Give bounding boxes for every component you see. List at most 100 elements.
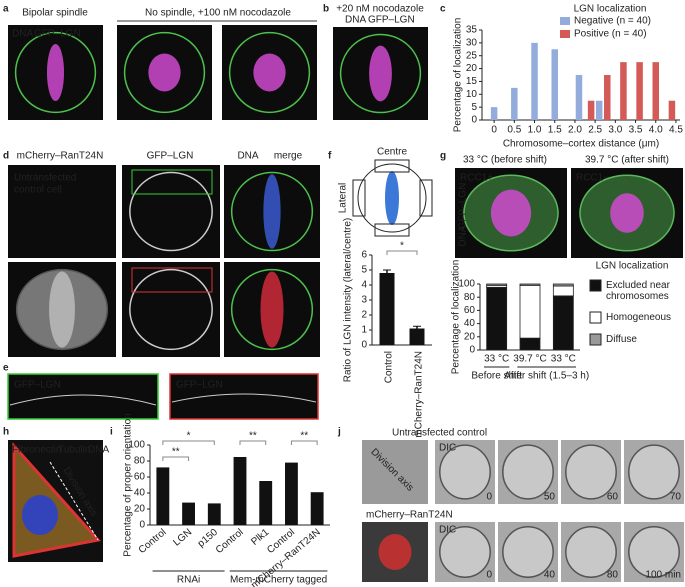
- image-label: GFP–LGN: [176, 380, 223, 391]
- y-axis-label: Percentage of proper orientation: [123, 413, 134, 556]
- bar-segment: [486, 283, 508, 286]
- micrograph: [122, 262, 220, 357]
- micrograph: [7, 373, 159, 420]
- cell-outline: [565, 444, 617, 500]
- bar: [652, 62, 660, 120]
- x-tick-label: 0: [491, 125, 497, 136]
- group-label: After shift (1.5–3 h): [504, 371, 589, 382]
- bar-segment: [519, 283, 541, 286]
- y-tick-label: 35: [466, 25, 478, 36]
- bar: [575, 75, 583, 120]
- y-tick-label: 100: [128, 440, 145, 451]
- x-axis-label: Chromosome–cortex distance (μm): [503, 139, 659, 150]
- y-tick-label: 60: [464, 305, 476, 316]
- sig-label: **: [300, 431, 308, 442]
- legend-title: LGN localization: [596, 261, 669, 272]
- x-tick-label: Control: [384, 351, 395, 383]
- image-label: DIC: [439, 443, 456, 454]
- roi-box: [374, 159, 410, 173]
- x-tick-label: 3.5: [629, 125, 643, 136]
- spindle-diagram: [385, 171, 399, 225]
- column-header: 39.7 °C (after shift): [585, 155, 669, 166]
- micrograph: [362, 440, 428, 504]
- y-axis-label: Ratio of LGN intensity (lateral/centre): [343, 218, 354, 383]
- legend-label: Positive (n = 40): [574, 29, 647, 40]
- panel-letter: g: [440, 151, 446, 162]
- sig-label: **: [249, 431, 257, 442]
- cell-outline: [230, 268, 314, 351]
- y-tick-label: 80: [464, 292, 476, 303]
- micrograph: [169, 373, 319, 420]
- chromosomes: [260, 271, 284, 348]
- x-tick-label: Control: [214, 527, 246, 556]
- cell-outline: [14, 31, 97, 114]
- x-tick-label: 1.0: [528, 125, 542, 136]
- bar: [233, 457, 247, 525]
- x-tick-label: Control: [137, 527, 169, 556]
- sig-bracket: [290, 440, 318, 445]
- legend-swatch: [589, 311, 602, 324]
- sig-bracket: [386, 250, 418, 255]
- bar: [409, 328, 425, 345]
- stain-label: GFP–LGN: [368, 15, 415, 26]
- cell-outline: [439, 526, 491, 578]
- cell-outline: [439, 444, 491, 500]
- chromosomes: [369, 45, 392, 102]
- sig-bracket: [162, 456, 190, 461]
- stain-label: DNA: [88, 445, 109, 456]
- bar-segment: [486, 286, 508, 351]
- panel-letter: b: [323, 4, 329, 15]
- y-tick-label: 15: [466, 76, 478, 87]
- x-tick-label: 39.7 °C: [513, 354, 546, 365]
- nucleus: [22, 495, 58, 535]
- y-tick-label: 2: [361, 310, 367, 321]
- y-tick-label: 10: [466, 89, 478, 100]
- diagram-label: Lateral: [338, 183, 349, 214]
- cell-outline: [123, 31, 206, 114]
- bar: [668, 100, 676, 120]
- bar: [285, 462, 298, 525]
- y-tick-label: 0: [139, 520, 145, 531]
- roi-box: [352, 179, 366, 217]
- crop-box: [131, 169, 213, 195]
- stain-label: Tubulin: [58, 445, 90, 456]
- cell-outline: [502, 444, 554, 500]
- legend-swatch: [589, 279, 602, 292]
- x-tick-label: 3.0: [608, 125, 622, 136]
- y-tick-label: 40: [464, 318, 476, 329]
- cortex: [171, 393, 317, 403]
- panel-letter: a: [3, 4, 9, 15]
- bar: [207, 503, 221, 525]
- bar-segment: [552, 283, 574, 287]
- stain-label: GFP–LGN: [34, 29, 81, 40]
- row-title: Untransfected control: [392, 428, 487, 439]
- time-label: 70: [670, 492, 682, 503]
- y-tick-label: 1: [361, 325, 367, 336]
- time-label: 100 min: [645, 570, 681, 581]
- column-header: merge: [274, 151, 303, 162]
- panel-letter: e: [3, 363, 9, 374]
- row-title: mCherry–RanT24N: [366, 510, 453, 521]
- legend-label: Diffuse: [606, 334, 637, 345]
- bar: [595, 100, 603, 120]
- x-tick-label: 1.5: [548, 125, 562, 136]
- micrograph: [122, 165, 220, 258]
- column-header: DNA: [237, 151, 258, 162]
- column-header: GFP–LGN: [147, 151, 194, 162]
- legend-swatch: [589, 333, 602, 346]
- bar: [379, 273, 395, 345]
- chromosomes: [610, 193, 644, 233]
- bar: [310, 492, 324, 525]
- image-label: DIC: [439, 525, 456, 536]
- image-note: control cell: [14, 185, 62, 196]
- group-label: Before shift: [471, 371, 522, 382]
- bar-segment: [552, 285, 574, 297]
- stain-label: GFP–LGN: [458, 183, 469, 230]
- stain-label: DNA: [458, 225, 469, 246]
- chromosomes: [49, 271, 75, 348]
- sig-bracket: [239, 440, 267, 445]
- panel-header: +20 nM nocodazole: [336, 4, 424, 15]
- diagram-label: Centre: [377, 147, 407, 158]
- cell-outline: [502, 526, 554, 578]
- stain-label: Fibronectin: [12, 445, 61, 456]
